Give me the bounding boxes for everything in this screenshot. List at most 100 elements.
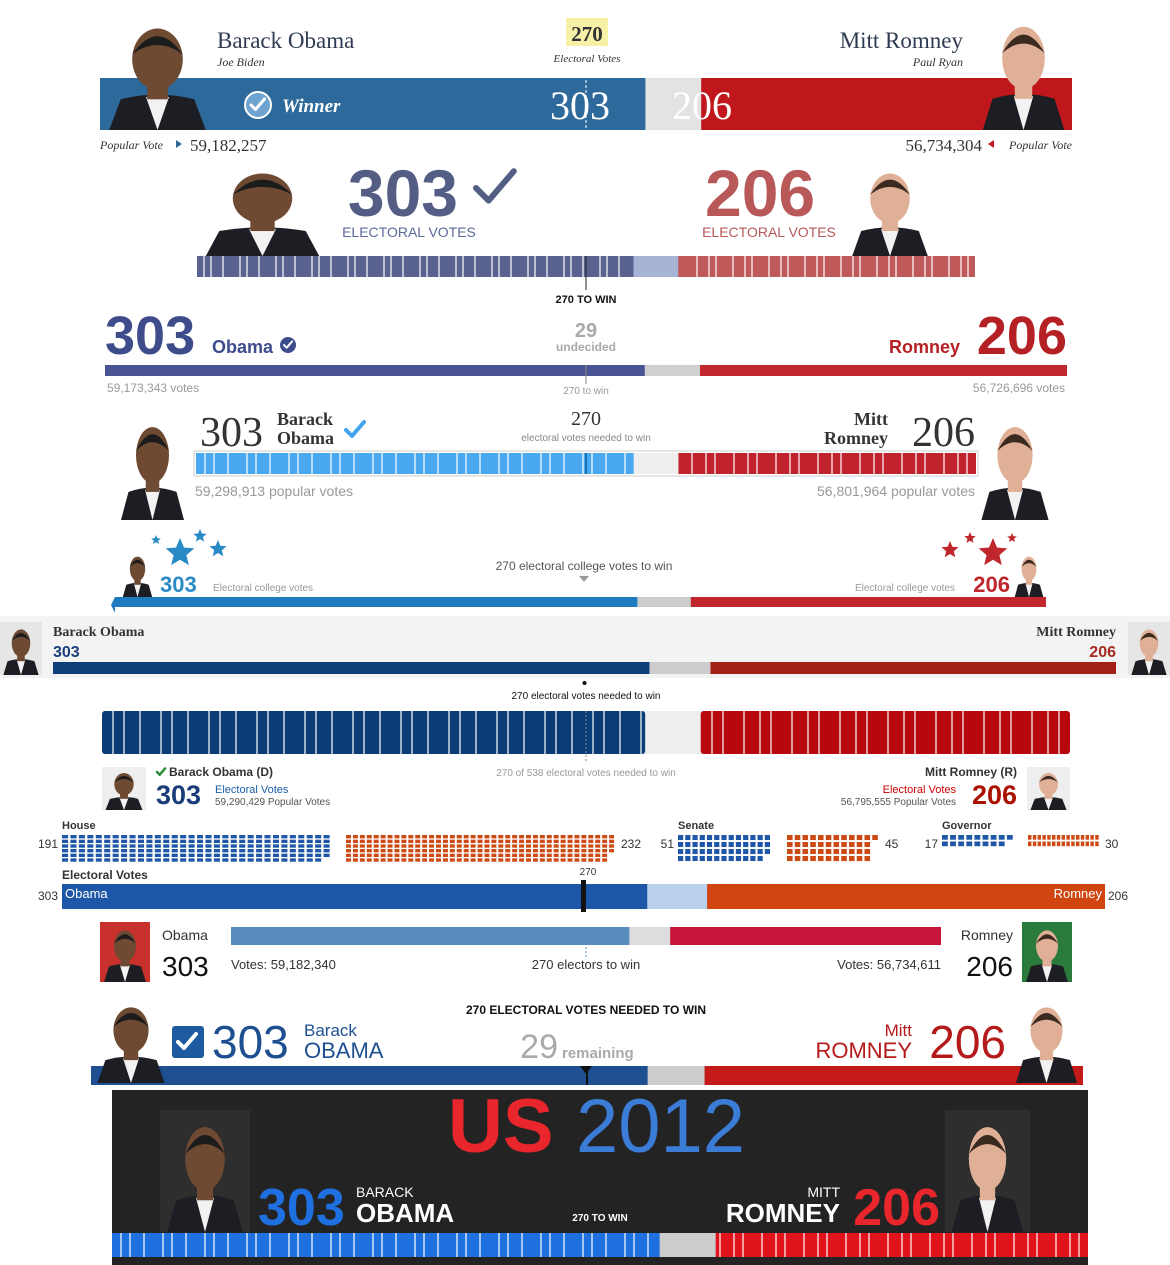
candidate-photo — [945, 1110, 1030, 1232]
seat-dot — [574, 844, 580, 848]
seat-dot — [323, 844, 330, 848]
photo-shirt — [134, 583, 141, 597]
seat-dot — [188, 849, 195, 853]
seat-dot — [1042, 835, 1046, 840]
label: 206 — [966, 951, 1013, 982]
seat-dot — [415, 839, 421, 844]
photo-hair — [1036, 934, 1058, 944]
seat-dot — [512, 853, 518, 858]
seat-dot — [213, 853, 220, 858]
seat-dot — [519, 858, 525, 862]
seat-dot — [1056, 841, 1061, 847]
photo-hair — [232, 179, 293, 195]
seat-dot — [743, 849, 749, 855]
label: 270 TO WIN — [572, 1213, 627, 1224]
seat-dot — [289, 835, 296, 839]
seat-dot — [841, 856, 847, 862]
seat-dot — [394, 849, 400, 853]
seat-dot — [539, 858, 545, 862]
seat-dot — [346, 853, 351, 858]
seat-dot — [1080, 841, 1085, 847]
label: 270 — [571, 408, 601, 430]
seat-dot — [498, 858, 504, 862]
seat-dot — [539, 853, 545, 858]
seat-dot — [519, 849, 525, 853]
seat-dot — [810, 849, 816, 855]
seat-dot — [422, 853, 428, 858]
label: Paul Ryan — [912, 55, 963, 69]
seat-dot — [352, 839, 358, 844]
seat-dot — [470, 839, 476, 844]
seat-dot — [387, 858, 393, 862]
seat-dot — [401, 858, 407, 862]
photo-hair — [870, 179, 910, 195]
seat-dot — [163, 858, 170, 862]
seat-dot — [306, 858, 313, 862]
seat-dot — [595, 849, 601, 853]
seat-dot — [306, 835, 313, 839]
seat-dot — [699, 842, 705, 848]
seat-dot — [281, 839, 288, 844]
seat-dot — [1090, 835, 1094, 840]
seat-dot — [188, 839, 195, 844]
label: 59,173,343 votes — [107, 381, 199, 395]
seat-dot — [62, 849, 69, 853]
seat-dot — [757, 835, 763, 841]
seat-dot — [864, 849, 871, 855]
label: 59,290,429 Popular Votes — [215, 797, 330, 808]
seat-dot — [272, 839, 280, 844]
seat-dot — [706, 835, 713, 841]
label: Popular Vote — [99, 138, 164, 152]
seat-dot — [380, 858, 386, 862]
seat-dot — [825, 849, 832, 855]
seat-dot — [442, 839, 448, 844]
seat-dot — [728, 856, 734, 862]
seat-dot — [512, 849, 518, 853]
seat-dot — [787, 856, 793, 862]
label: 59,298,913 popular votes — [195, 483, 353, 499]
seat-dot — [415, 858, 421, 862]
seat-dot — [685, 849, 691, 855]
label: 206 — [912, 410, 975, 456]
label: ELECTORAL VOTES — [342, 224, 476, 240]
seat-dot — [484, 839, 490, 844]
label: Popular Vote — [1008, 138, 1073, 152]
seat-dot — [137, 835, 145, 839]
candidate-photo — [852, 173, 928, 256]
seat-dot — [180, 849, 187, 853]
seat-dot — [841, 842, 847, 848]
label: Governor — [942, 820, 992, 832]
seat-dot — [256, 849, 263, 853]
seat-dot — [841, 849, 847, 855]
seat-dot — [721, 856, 727, 862]
seat-dot — [560, 835, 566, 839]
seat-dot — [449, 849, 455, 853]
seat-dot — [546, 835, 552, 839]
seat-dot — [825, 835, 832, 841]
seat-dot — [352, 849, 358, 853]
obama-bar — [53, 662, 650, 674]
seat-dot — [129, 849, 136, 853]
seat-dot — [581, 844, 587, 848]
photo-neck — [134, 577, 141, 585]
seat-dot — [498, 853, 504, 858]
seat-dot — [315, 858, 322, 862]
seat-dot — [787, 842, 793, 848]
seat-dot — [595, 844, 601, 848]
seat-dot — [129, 835, 136, 839]
seat-dot — [539, 839, 545, 844]
seat-dot — [574, 858, 580, 862]
check-mark — [283, 340, 294, 349]
seat-dot — [272, 835, 280, 839]
seat-dot — [595, 839, 601, 844]
seat-dot — [456, 849, 462, 853]
seat-dot — [380, 853, 386, 858]
seat-dot — [678, 835, 684, 841]
seat-dot — [477, 839, 483, 844]
seat-dot — [442, 835, 448, 839]
seat-dot — [692, 856, 698, 862]
seat-dot — [463, 858, 469, 862]
label: Votes: 56,734,611 — [837, 957, 941, 972]
seat-dot — [567, 844, 573, 848]
romney-bar — [690, 597, 1046, 607]
